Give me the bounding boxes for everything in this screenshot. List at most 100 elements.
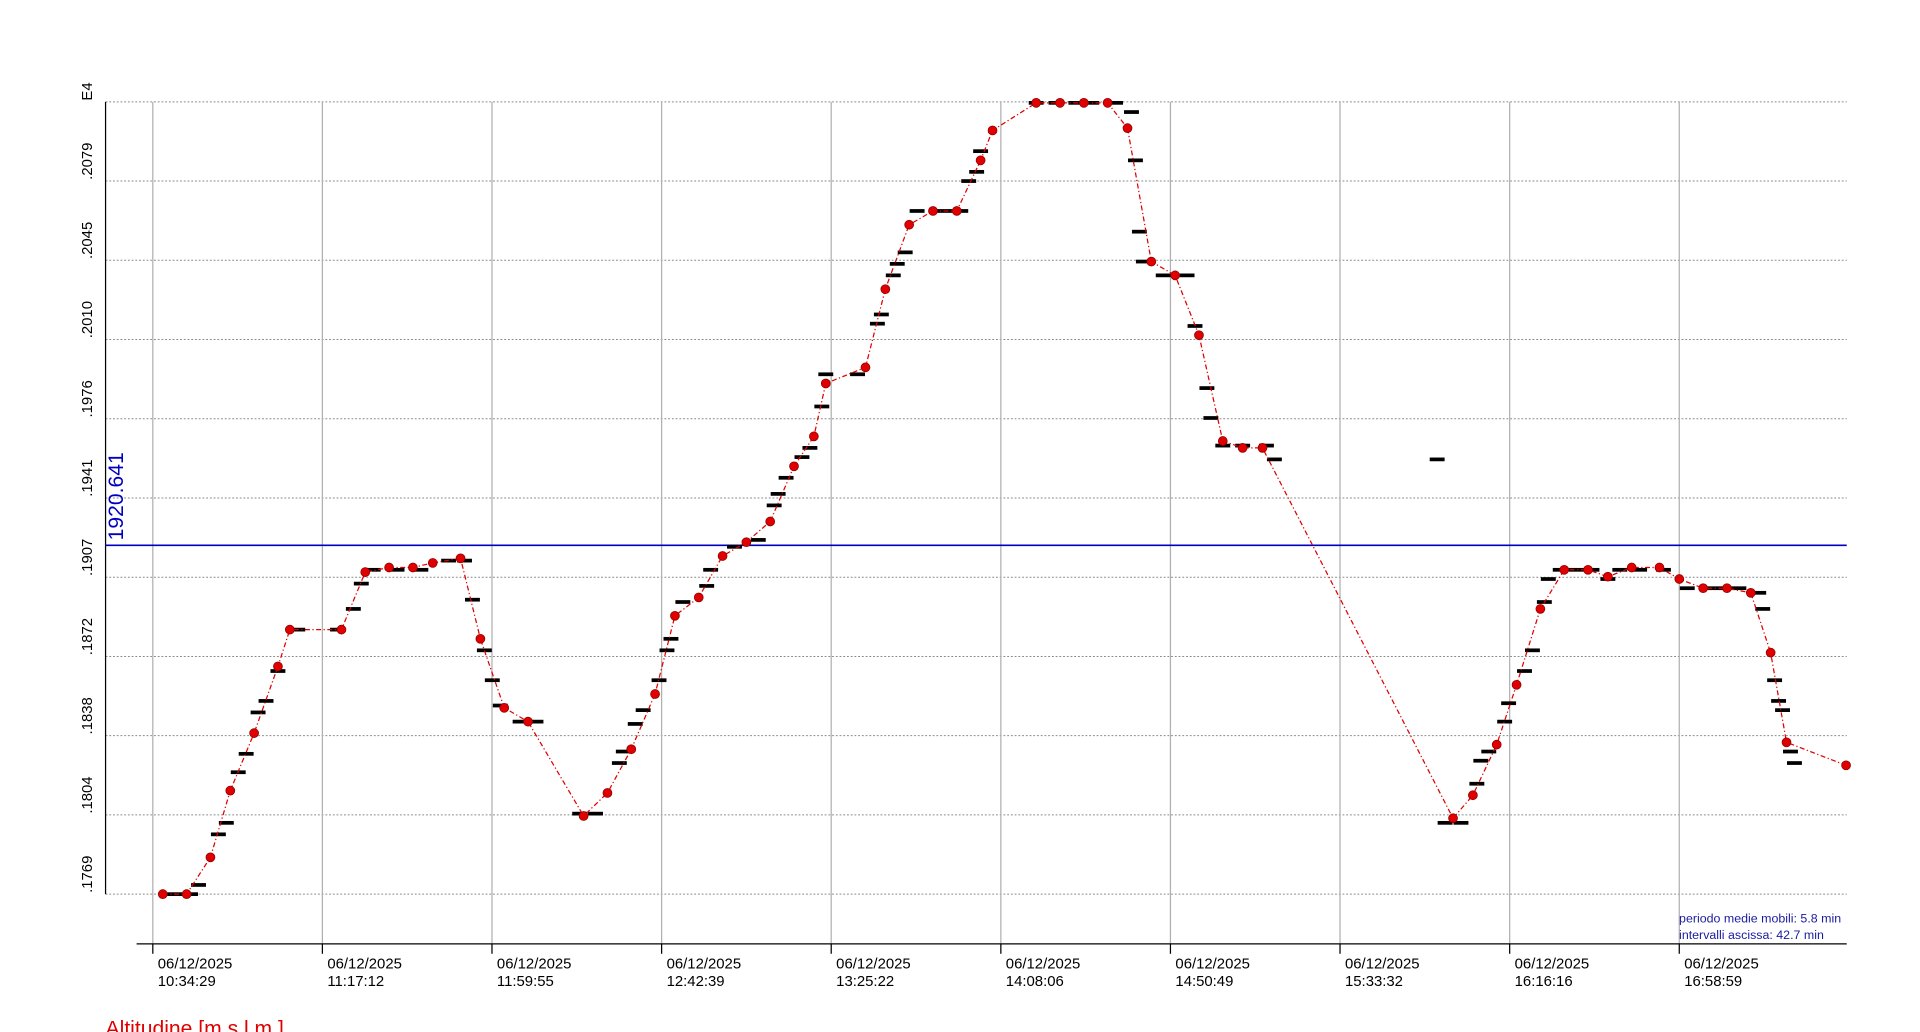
- y-tick-label: .1769: [80, 856, 96, 893]
- point: [1468, 790, 1478, 801]
- point: [249, 728, 259, 738]
- point: [1170, 270, 1180, 281]
- raw-reading: [885, 273, 901, 278]
- raw-reading: [659, 648, 675, 653]
- raw-reading: [1517, 669, 1532, 673]
- plot: [105, 98, 1851, 899]
- raw-reading: [663, 636, 679, 641]
- raw-reading: [766, 503, 782, 508]
- point: [1078, 98, 1089, 108]
- y-tick-label: E4: [80, 82, 96, 100]
- point: [1194, 330, 1204, 341]
- point: [408, 562, 418, 573]
- x-tick-label: 06/12/2025: [497, 957, 572, 973]
- point: [1448, 813, 1458, 824]
- raw-reading: [528, 719, 544, 724]
- point: [427, 558, 438, 568]
- raw-reading: [1469, 781, 1485, 786]
- point: [181, 889, 192, 899]
- x-tick-label: 06/12/2025: [1684, 957, 1759, 973]
- raw-reading: [1540, 577, 1556, 581]
- raw-reading: [961, 179, 977, 183]
- point: [578, 811, 589, 821]
- x-tick-label: 14:08:06: [1006, 974, 1064, 990]
- raw-reading: [1767, 678, 1783, 683]
- point: [225, 785, 236, 796]
- point: [928, 206, 938, 216]
- point: [336, 624, 347, 635]
- raw-reading: [611, 761, 627, 765]
- point: [1122, 123, 1133, 133]
- point: [1654, 562, 1665, 573]
- raw-reading: [778, 475, 794, 480]
- raw-reading: [1266, 457, 1282, 462]
- point: [360, 567, 371, 577]
- raw-reading: [1203, 416, 1219, 420]
- raw-reading: [703, 567, 719, 572]
- raw-reading: [250, 710, 266, 715]
- y-tick-label: .1838: [80, 697, 96, 734]
- raw-reading: [1612, 567, 1628, 572]
- point: [975, 155, 986, 166]
- y-axis-label: Altitudine [m s.l.m.]: [106, 1018, 284, 1032]
- point: [1491, 739, 1502, 750]
- raw-reading: [1179, 273, 1195, 278]
- point: [1722, 583, 1732, 594]
- point: [499, 702, 510, 713]
- raw-reading: [1771, 699, 1787, 703]
- x-tick-label: 06/12/2025: [327, 957, 402, 973]
- x-tick-label: 06/12/2025: [1175, 957, 1250, 973]
- point: [384, 562, 394, 573]
- x-tick-label: 06/12/2025: [1345, 957, 1420, 973]
- x-tick-label: 16:58:59: [1684, 974, 1742, 990]
- x-tick-label: 10:34:29: [158, 974, 216, 990]
- point: [1559, 564, 1570, 575]
- raw-reading: [873, 312, 889, 317]
- raw-reading: [484, 678, 500, 683]
- y-tick-label: .2010: [80, 301, 96, 338]
- raw-reading: [794, 455, 810, 459]
- x-tick-label: 11:17:12: [327, 974, 384, 990]
- point: [1102, 98, 1113, 108]
- raw-reading: [413, 567, 429, 572]
- raw-reading: [1731, 586, 1747, 591]
- point: [1217, 436, 1228, 446]
- point: [1237, 443, 1248, 453]
- raw-reading: [1127, 158, 1143, 163]
- raw-reading: [365, 567, 381, 572]
- raw-reading: [1481, 749, 1497, 754]
- point: [880, 284, 891, 295]
- y-tick-label: .1872: [80, 618, 96, 655]
- raw-reading: [1755, 607, 1771, 611]
- x-tick-label: 06/12/2025: [1515, 957, 1590, 973]
- x-tick-label: 14:50:49: [1175, 974, 1233, 990]
- point: [602, 788, 613, 798]
- note: periodo medie mobili: 5.8 min: [1679, 912, 1841, 926]
- y-tick-label: .2045: [80, 222, 96, 259]
- raw-reading: [1524, 648, 1540, 653]
- raw-reading: [1437, 820, 1453, 825]
- point: [626, 744, 637, 755]
- point: [273, 661, 283, 672]
- raw-reading: [345, 607, 361, 611]
- point: [951, 206, 962, 216]
- raw-reading: [615, 749, 631, 754]
- raw-reading: [1679, 586, 1695, 591]
- point: [1146, 256, 1157, 267]
- raw-reading: [1131, 229, 1147, 234]
- point: [693, 592, 704, 603]
- raw-reading: [1775, 708, 1790, 712]
- raw-reading: [1108, 100, 1124, 105]
- point: [1535, 604, 1546, 614]
- y-tick-label: .1907: [80, 539, 96, 576]
- raw-reading: [1199, 386, 1215, 390]
- raw-reading: [814, 404, 830, 409]
- point: [455, 553, 466, 564]
- point: [284, 624, 295, 635]
- point: [1698, 583, 1708, 594]
- raw-reading: [1453, 820, 1469, 825]
- raw-reading: [1501, 701, 1517, 706]
- point: [904, 219, 914, 230]
- y-tick-label: .1804: [80, 776, 96, 813]
